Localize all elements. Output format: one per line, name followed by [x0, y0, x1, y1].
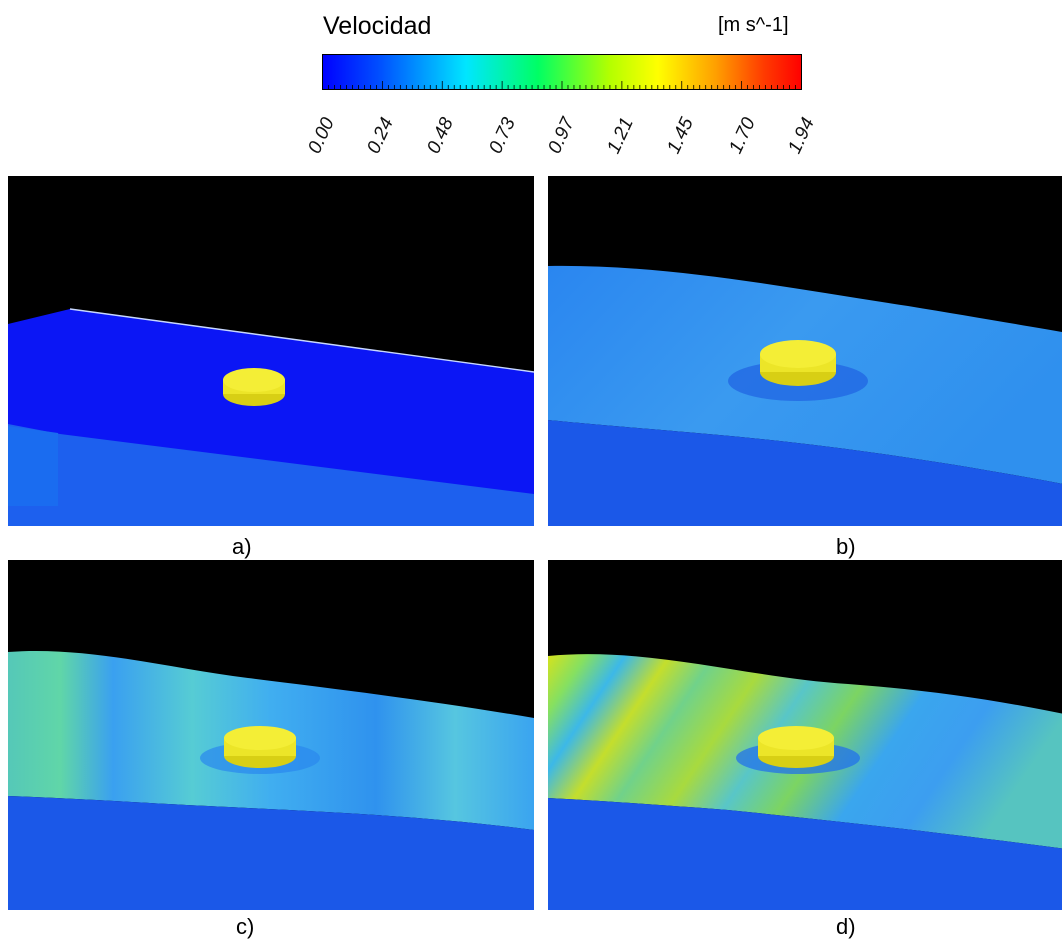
- colorbar-unit: [m s^-1]: [718, 14, 789, 36]
- colorbar-tick-label: 1.45: [662, 114, 698, 157]
- simulation-panel-b: [548, 176, 1062, 526]
- simulation-panel-c: [8, 560, 534, 910]
- flow-render-d: [548, 560, 1062, 910]
- colorbar-tick-label: 0.97: [544, 114, 579, 157]
- panel-label-b: b): [836, 534, 856, 559]
- panel-label-a: a): [232, 534, 252, 559]
- colorbar-title: Velocidad: [323, 12, 432, 40]
- flow-render-b: [548, 176, 1062, 526]
- colorbar-gradient: [322, 54, 802, 90]
- simulation-panel-d: [548, 560, 1062, 910]
- colorbar-tick-label: 1.21: [603, 114, 639, 157]
- simulation-panel-a: [8, 176, 534, 526]
- colorbar-tick-label: 1.70: [724, 114, 760, 157]
- flow-render-a: [8, 176, 534, 526]
- panel-label-c: c): [236, 914, 255, 939]
- flow-render-c: [8, 560, 534, 910]
- colorbar-tick-label: 0.73: [484, 114, 520, 157]
- colorbar-tick-label: 0.48: [422, 114, 458, 157]
- colorbar-tick-label: 1.94: [784, 114, 819, 157]
- colorbar-tick-label: 0.24: [363, 114, 399, 157]
- colorbar-tick-label: 0.00: [304, 114, 339, 157]
- panel-label-d: d): [836, 914, 856, 939]
